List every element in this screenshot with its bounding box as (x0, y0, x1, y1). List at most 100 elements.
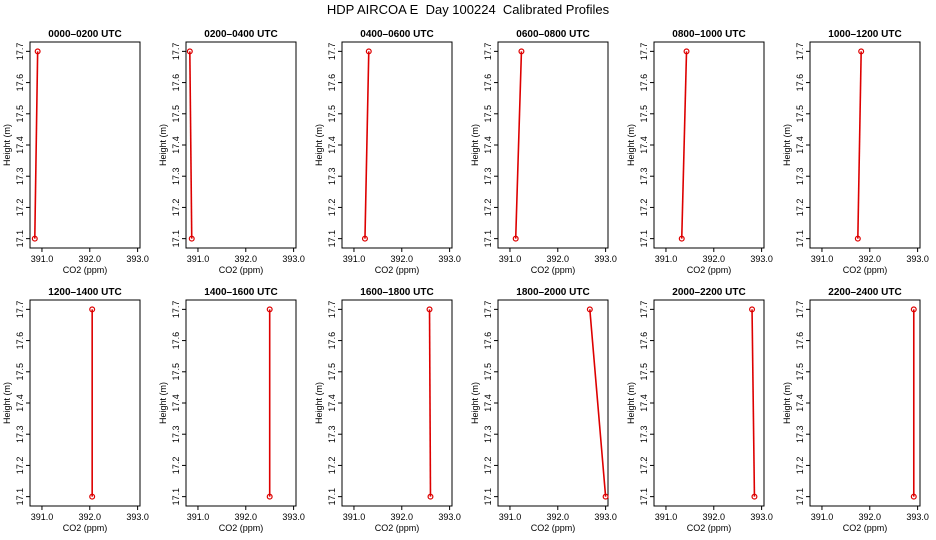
y-tick-label: 17.4 (795, 394, 805, 412)
y-tick-label: 17.5 (795, 105, 805, 123)
panel-title: 1000–1200 UTC (828, 29, 901, 40)
plot-frame (341, 41, 453, 249)
plot-frame (29, 299, 141, 507)
data-point (266, 306, 273, 313)
data-point (586, 306, 593, 313)
y-tick-label: 17.7 (483, 43, 493, 61)
y-axis-label: Height (m) (782, 382, 792, 424)
plot-frame (653, 41, 765, 249)
panel-title: 0800–1000 UTC (672, 29, 745, 40)
y-tick-label: 17.5 (483, 363, 493, 381)
x-tick-label: 391.0 (499, 254, 522, 264)
panel-title: 1800–2000 UTC (516, 287, 589, 298)
y-tick-label: 17.3 (15, 167, 25, 185)
y-tick-label: 17.5 (795, 363, 805, 381)
y-tick-label: 17.1 (15, 488, 25, 506)
y-tick-label: 17.5 (15, 363, 25, 381)
y-axis-label: Height (m) (314, 124, 324, 166)
x-tick-label: 391.0 (31, 254, 54, 264)
y-tick-label: 17.2 (483, 199, 493, 217)
y-tick-label: 17.2 (327, 199, 337, 217)
x-tick-label: 392.0 (235, 512, 258, 522)
data-point (89, 493, 96, 500)
panel-title: 0000–0200 UTC (48, 29, 121, 40)
data-point (910, 306, 917, 313)
panel: 0600–0800 UTC 391.0 392.0 393.0 17.1 17.2 17.3… (470, 29, 617, 275)
y-tick-label: 17.3 (171, 425, 181, 443)
data-point (854, 235, 861, 242)
y-axis-label: Height (m) (626, 382, 636, 424)
data-point (426, 306, 433, 313)
data-point (89, 306, 96, 313)
y-axis-label: Height (m) (158, 124, 168, 166)
y-tick-label: 17.7 (639, 301, 649, 319)
y-tick-label: 17.1 (639, 230, 649, 248)
y-tick-label: 17.3 (483, 425, 493, 443)
y-tick-label: 17.4 (15, 136, 25, 154)
y-axis-label: Height (m) (314, 382, 324, 424)
y-tick-label: 17.1 (15, 230, 25, 248)
data-point (361, 235, 368, 242)
y-tick-label: 17.1 (171, 488, 181, 506)
data-point (751, 493, 758, 500)
y-tick-label: 17.1 (171, 230, 181, 248)
x-tick-label: 392.0 (703, 254, 726, 264)
x-tick-label: 391.0 (343, 254, 366, 264)
y-tick-label: 17.7 (171, 301, 181, 319)
data-point (910, 493, 917, 500)
y-tick-label: 17.5 (639, 363, 649, 381)
x-axis-label: CO2 (ppm) (687, 265, 732, 275)
y-tick-label: 17.1 (639, 488, 649, 506)
x-tick-label: 391.0 (811, 512, 834, 522)
figure-title: HDP AIRCOA E Day 100224 Calibrated Profi… (326, 2, 610, 17)
y-tick-label: 17.3 (327, 425, 337, 443)
y-tick-label: 17.2 (327, 457, 337, 475)
profile-line (364, 51, 370, 239)
y-tick-label: 17.5 (15, 105, 25, 123)
x-tick-label: 392.0 (859, 512, 882, 522)
y-tick-label: 17.3 (327, 167, 337, 185)
panel: 1800–2000 UTC 391.0 392.0 393.0 17.1 17.2 17.3… (470, 287, 617, 533)
y-tick-label: 17.6 (327, 332, 337, 350)
profile-line (589, 309, 607, 497)
y-tick-label: 17.2 (15, 199, 25, 217)
panel: 1400–1600 UTC 391.0 392.0 393.0 17.1 17.2 17.3… (158, 287, 305, 533)
x-tick-label: 391.0 (31, 512, 54, 522)
y-tick-label: 17.5 (327, 363, 337, 381)
x-tick-label: 393.0 (594, 512, 617, 522)
y-tick-label: 17.6 (483, 74, 493, 92)
panel-title: 1400–1600 UTC (204, 287, 277, 298)
x-tick-label: 393.0 (906, 512, 929, 522)
y-axis-label: Height (m) (470, 382, 480, 424)
x-axis-label: CO2 (ppm) (375, 523, 420, 533)
panel: 0200–0400 UTC 391.0 392.0 393.0 17.1 17.2 17.3… (158, 29, 305, 275)
x-tick-label: 391.0 (655, 512, 678, 522)
y-tick-label: 17.4 (795, 136, 805, 154)
x-tick-label: 393.0 (906, 254, 929, 264)
y-tick-label: 17.7 (327, 43, 337, 61)
x-tick-label: 391.0 (811, 254, 834, 264)
y-axis-label: Height (m) (782, 124, 792, 166)
x-tick-label: 393.0 (126, 254, 149, 264)
y-tick-label: 17.4 (327, 136, 337, 154)
x-tick-label: 392.0 (547, 254, 570, 264)
data-point (186, 48, 193, 55)
y-tick-label: 17.1 (327, 230, 337, 248)
y-tick-label: 17.5 (171, 105, 181, 123)
panel-title: 1200–1400 UTC (48, 287, 121, 298)
x-tick-label: 393.0 (594, 254, 617, 264)
x-tick-label: 393.0 (438, 512, 461, 522)
y-tick-label: 17.3 (795, 167, 805, 185)
y-tick-label: 17.3 (639, 167, 649, 185)
y-tick-label: 17.3 (171, 167, 181, 185)
data-point (512, 235, 519, 242)
y-axis-label: Height (m) (2, 382, 12, 424)
x-axis-label: CO2 (ppm) (375, 265, 420, 275)
x-tick-label: 392.0 (391, 512, 414, 522)
y-tick-label: 17.2 (171, 199, 181, 217)
profile-line (189, 51, 193, 239)
x-axis-label: CO2 (ppm) (219, 523, 264, 533)
y-tick-label: 17.3 (639, 425, 649, 443)
x-axis-label: CO2 (ppm) (843, 265, 888, 275)
panel: 0400–0600 UTC 391.0 392.0 393.0 17.1 17.2 17.3… (314, 29, 461, 275)
